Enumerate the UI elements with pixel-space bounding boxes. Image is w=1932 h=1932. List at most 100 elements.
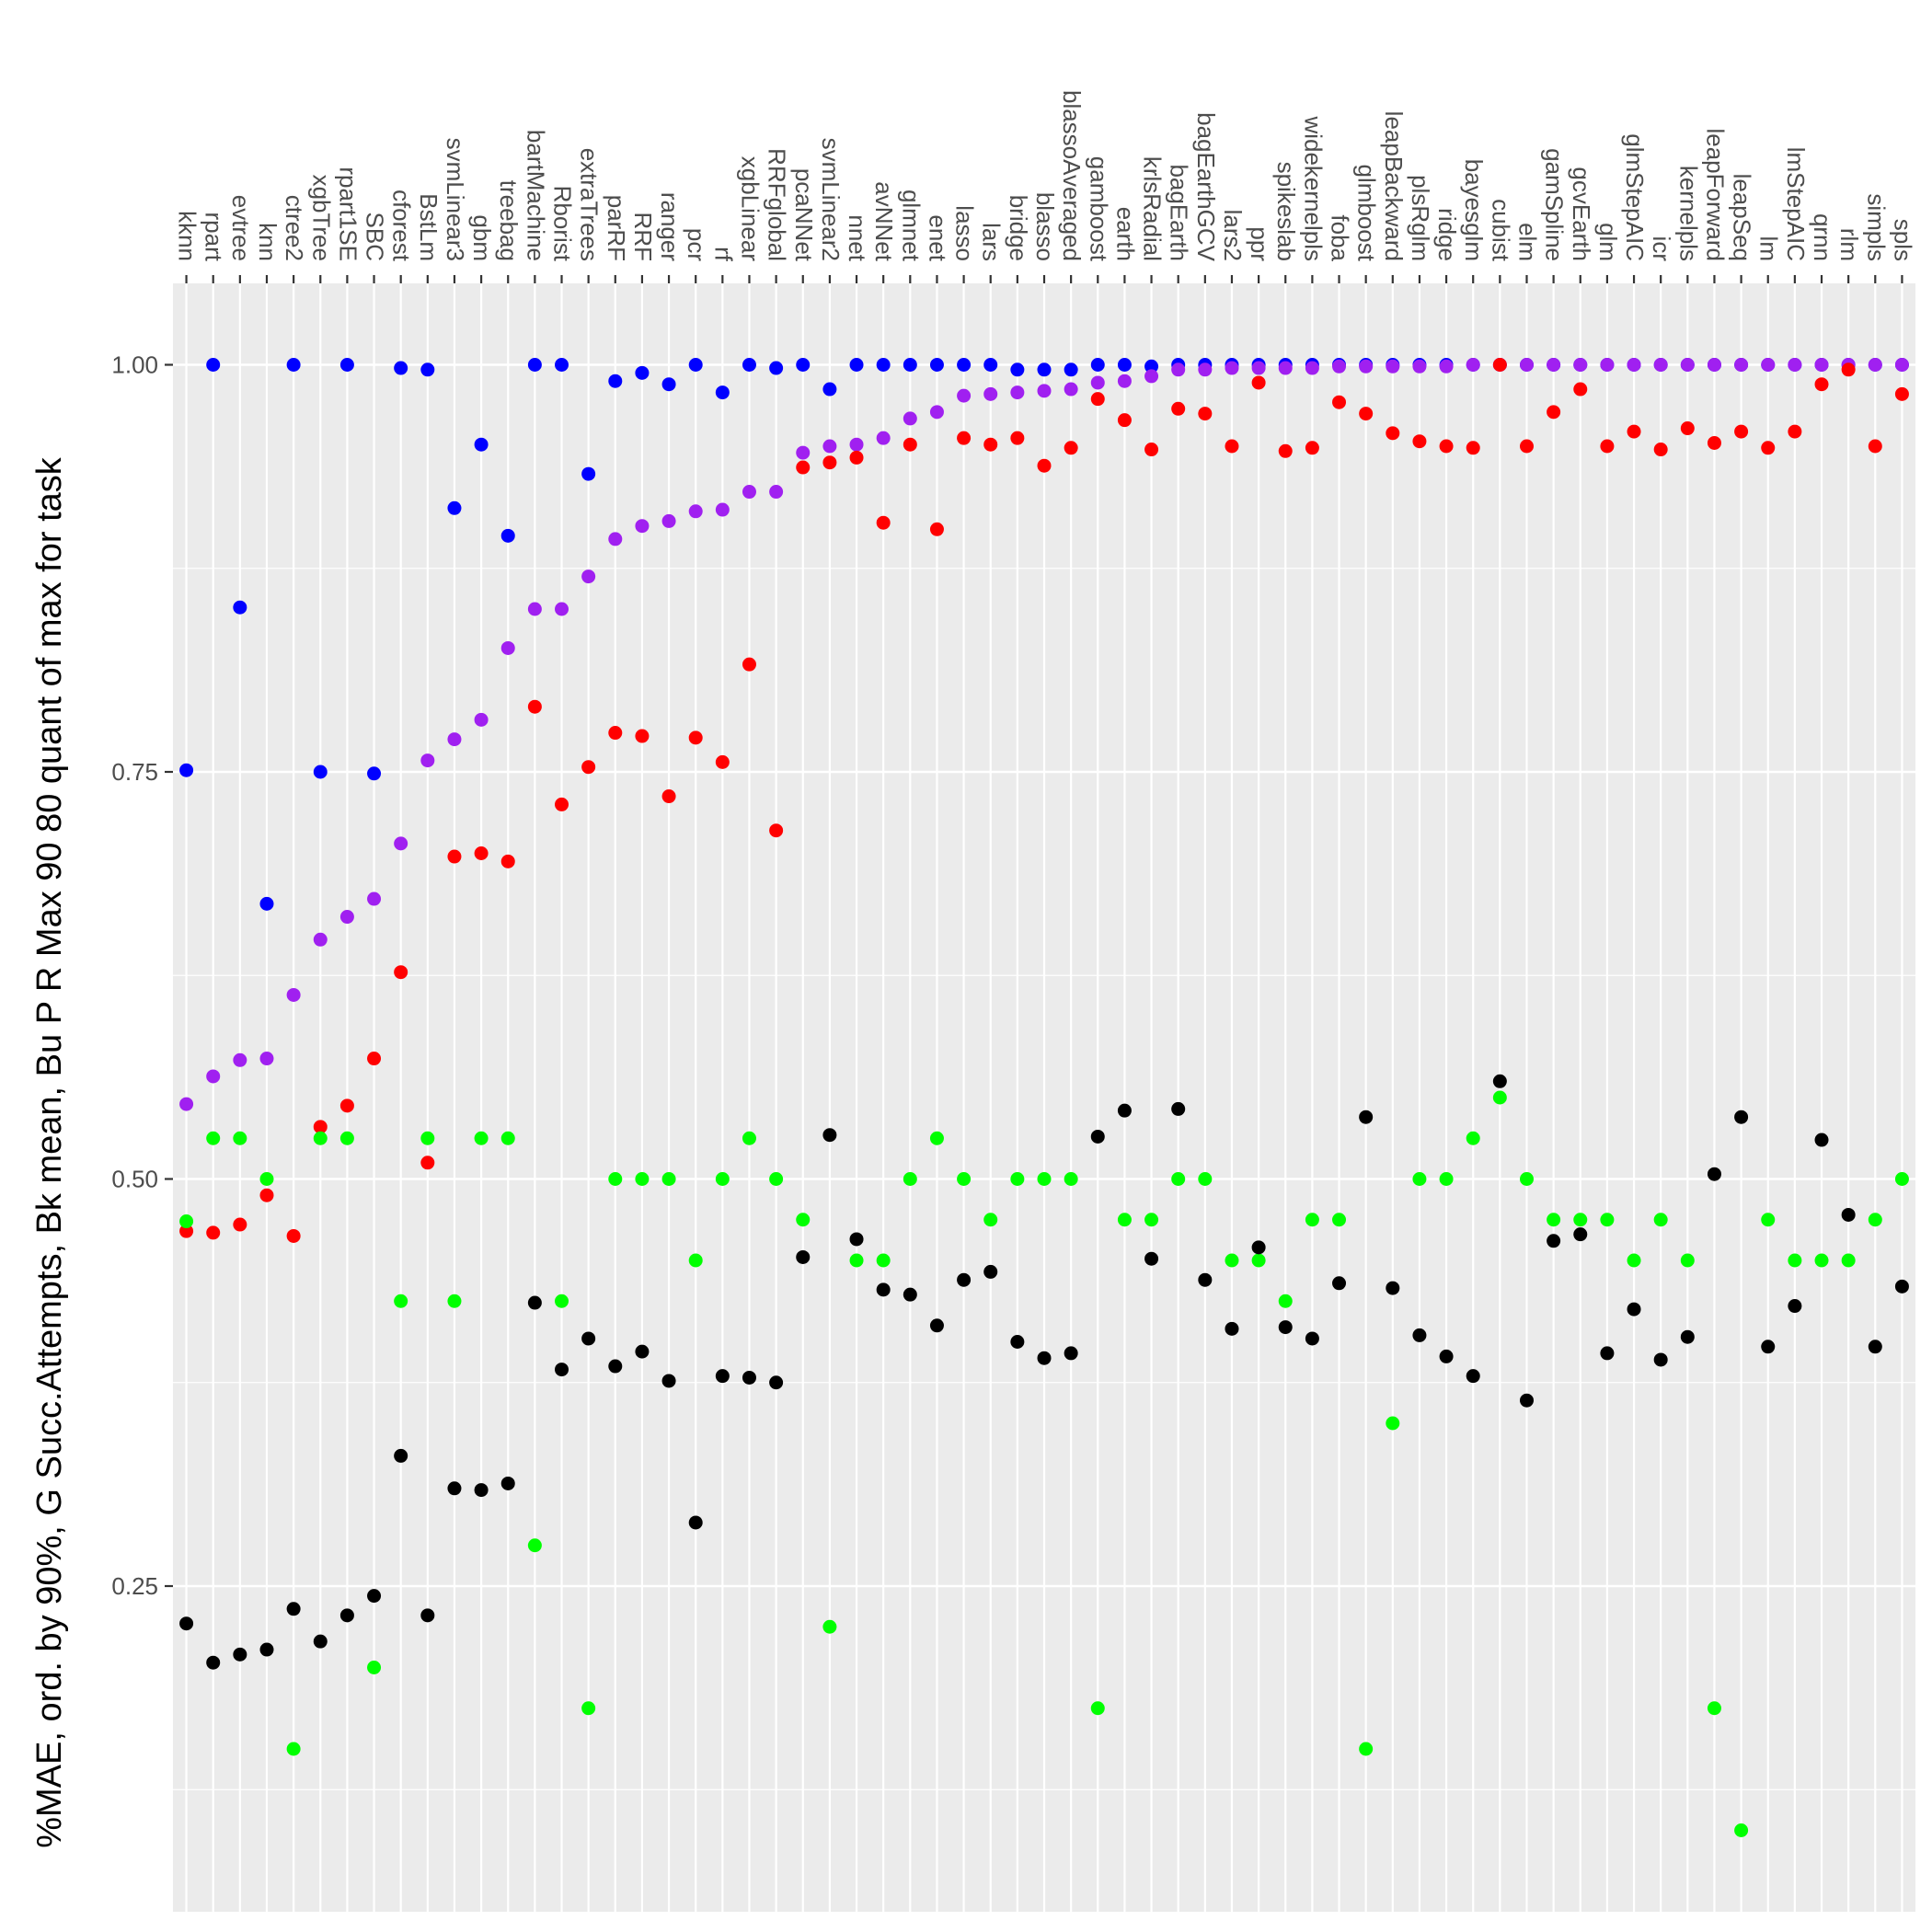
data-point — [259, 1642, 274, 1657]
x-tick-label: extraTrees — [576, 148, 604, 261]
data-point — [876, 515, 891, 530]
data-point — [367, 1052, 382, 1066]
data-point — [1788, 1253, 1802, 1268]
data-point — [581, 760, 596, 775]
data-point — [447, 1294, 462, 1308]
data-points — [179, 358, 1909, 1837]
data-point — [1547, 1234, 1561, 1248]
data-point — [1225, 361, 1239, 375]
x-tick-label: widekernelpls — [1299, 115, 1327, 261]
data-point — [367, 891, 382, 906]
data-point — [1117, 358, 1132, 372]
x-tick-label: pcaNNet — [790, 168, 818, 262]
data-point — [1305, 441, 1319, 455]
x-tick-label: leapBackward — [1380, 111, 1408, 261]
data-point — [1600, 439, 1615, 454]
data-point — [1010, 431, 1025, 445]
data-point — [206, 1069, 221, 1084]
data-point — [742, 485, 756, 500]
x-tick-label: glmboost — [1353, 165, 1381, 262]
data-point — [796, 358, 811, 372]
data-point — [1064, 362, 1078, 377]
data-point — [1814, 377, 1829, 392]
x-tick-label: ppr — [1246, 226, 1273, 261]
data-point — [1466, 1369, 1480, 1384]
data-point — [1198, 1172, 1213, 1186]
data-point — [1064, 382, 1078, 397]
x-tick-label: qrnn — [1809, 213, 1836, 261]
x-tick-label: glmStepAIC — [1621, 133, 1649, 261]
data-point — [1198, 1272, 1213, 1287]
data-point — [581, 569, 596, 584]
data-point — [983, 1264, 998, 1279]
data-point — [876, 431, 891, 445]
data-point — [1332, 395, 1347, 409]
data-point — [1144, 1251, 1159, 1266]
data-point — [1278, 1294, 1293, 1308]
data-point — [876, 1282, 891, 1297]
x-tick-label: lars — [978, 223, 1006, 261]
x-tick-label: gcvEarth — [1568, 167, 1595, 261]
x-tick-label: lm — [1755, 236, 1783, 261]
data-point — [527, 1538, 542, 1553]
data-point — [447, 849, 462, 864]
x-tick-label: RRF — [629, 213, 657, 261]
x-tick-label: evtree — [227, 195, 255, 261]
x-tick-label: elm — [1513, 223, 1541, 261]
data-point — [983, 437, 998, 452]
data-point — [608, 374, 623, 388]
x-tick-label: blassoAveraged — [1058, 90, 1086, 261]
x-tick-label: glmnet — [897, 190, 925, 262]
x-tick-label: SBC — [362, 213, 389, 261]
x-tick-label: cforest — [388, 190, 416, 262]
data-point — [876, 1253, 891, 1268]
data-point — [822, 1619, 837, 1634]
data-point — [259, 1052, 274, 1066]
x-tick-label: lmStepAIC — [1782, 147, 1810, 261]
x-tick-label: svmLinear2 — [817, 138, 845, 261]
data-point — [527, 1295, 542, 1310]
data-point — [1332, 359, 1347, 374]
data-point — [849, 450, 864, 465]
data-point — [957, 388, 972, 403]
data-point — [742, 1370, 756, 1385]
data-point — [233, 600, 247, 615]
data-point — [420, 1156, 435, 1170]
data-point — [1547, 358, 1561, 372]
data-point — [903, 411, 917, 426]
data-point — [286, 1742, 301, 1756]
x-tick-label: earth — [1111, 207, 1139, 261]
data-point — [527, 699, 542, 714]
data-point — [313, 1634, 328, 1649]
y-tick-label: 0.50 — [111, 1166, 158, 1193]
data-point — [608, 1359, 623, 1374]
data-point — [715, 1172, 730, 1186]
data-point — [1439, 439, 1454, 454]
data-point — [1010, 362, 1025, 377]
data-point — [608, 1172, 623, 1186]
x-tick-label: kknn — [174, 211, 201, 261]
data-point — [474, 1483, 489, 1498]
data-point — [1894, 1279, 1909, 1294]
data-point — [500, 1131, 515, 1145]
data-point — [555, 797, 569, 811]
data-point — [822, 439, 837, 454]
x-tick-label: simpls — [1862, 193, 1890, 261]
data-point — [1386, 426, 1400, 441]
x-tick-label: rf — [709, 247, 737, 262]
data-point — [474, 1131, 489, 1145]
data-point — [1117, 1213, 1132, 1227]
data-point — [957, 1272, 972, 1287]
data-point — [1734, 358, 1749, 372]
data-point — [929, 522, 944, 536]
data-point — [1868, 1213, 1882, 1227]
data-point — [661, 789, 676, 804]
data-point — [957, 358, 972, 372]
data-point — [339, 1608, 354, 1623]
y-axis: 0.25 0.50 0.75 1.00 — [111, 351, 173, 1600]
data-point — [420, 753, 435, 768]
data-point — [1761, 1213, 1776, 1227]
data-point — [1841, 1253, 1856, 1268]
data-point — [1332, 1213, 1347, 1227]
data-point — [420, 362, 435, 377]
